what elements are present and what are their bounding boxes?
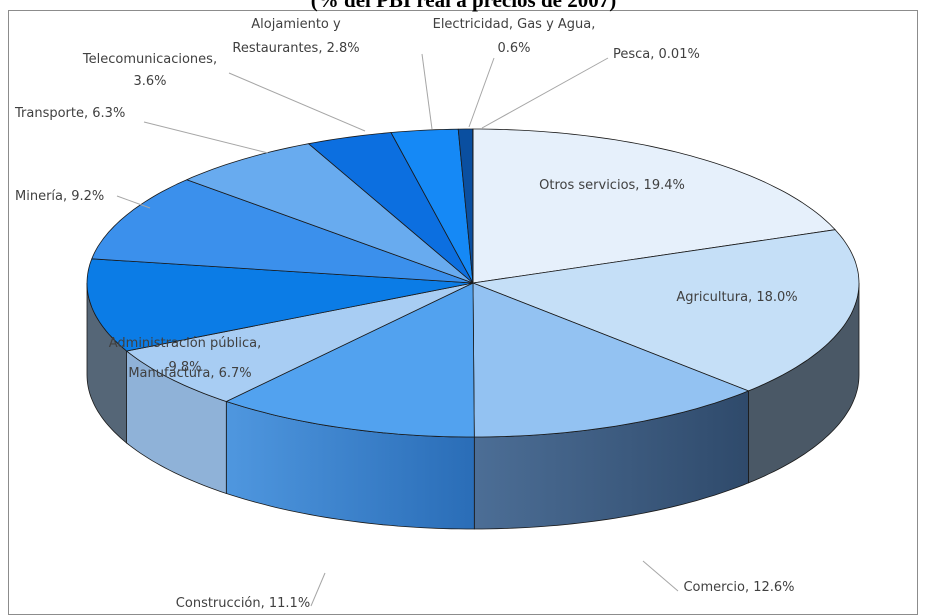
- data-label-alojamiento-y-restaurantes: Alojamiento y Restaurantes, 2.8%: [232, 17, 359, 56]
- pie-slice-comercio: [472, 282, 749, 438]
- data-label-electricidad-gas-y-agua: Electricidad, Gas y Agua, 0.6%: [433, 17, 596, 56]
- leader-line-construccion: [310, 572, 326, 607]
- leader-line-transporte: [143, 121, 269, 154]
- pie-slice-manufactura: [126, 282, 474, 402]
- leader-line-electricidad-gas-y-agua: [468, 57, 495, 128]
- data-label-construccion: Construcción, 11.1%: [176, 596, 310, 611]
- data-label-telecomunicaciones: Telecomunicaciones, 3.6%: [82, 52, 217, 89]
- leader-line-comercio: [642, 560, 679, 592]
- chart-title: (% del PBI real a precios de 2007): [310, 0, 617, 12]
- data-label-transporte: Transporte, 6.3%: [14, 106, 125, 121]
- data-label-manufactura: Manufactura, 6.7%: [128, 366, 251, 381]
- pie-slice-agricultura: [472, 229, 860, 392]
- pie-slice-construccion: [225, 282, 475, 438]
- leader-line-pesca: [481, 57, 609, 129]
- data-label-comercio: Comercio, 12.6%: [683, 580, 794, 595]
- pie-slice-alojamiento-y-restaurantes: [390, 128, 474, 284]
- pie-slice-otros-servicios: [472, 128, 836, 284]
- pie-slice-telecomunicaciones: [308, 132, 474, 284]
- data-label-otros-servicios: Otros servicios, 19.4%: [539, 178, 685, 193]
- data-label-agricultura: Agricultura, 18.0%: [676, 290, 797, 305]
- data-label-mineria: Minería, 9.2%: [15, 189, 104, 204]
- leader-line-mineria: [116, 195, 151, 209]
- pie-slice-mineria: [91, 179, 474, 284]
- data-label-administracion-publica: Administración pública, 9.8%: [109, 336, 262, 375]
- leader-line-alojamiento-y-restaurantes: [421, 53, 433, 130]
- pie-slice-administracion-publica: [86, 258, 474, 352]
- data-label-pesca: Pesca, 0.01%: [613, 47, 700, 62]
- leader-line-telecomunicaciones: [228, 72, 366, 132]
- pie-slice-transporte: [186, 143, 474, 284]
